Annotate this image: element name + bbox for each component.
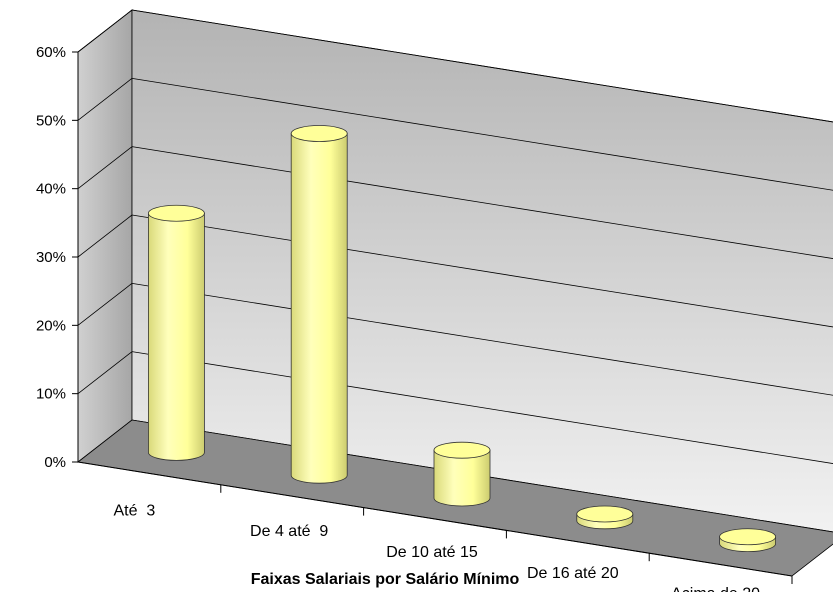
x-tick-label: De 16 até 20 [527, 565, 619, 582]
bar-body [433, 449, 491, 507]
gridline-side [77, 283, 133, 326]
bar [290, 125, 348, 484]
gridline-side [77, 9, 133, 53]
x-tick-label: De 4 até 9 [250, 523, 328, 540]
y-tick-label: 20% [36, 317, 66, 334]
bar [576, 505, 634, 530]
gridline-back [131, 351, 833, 464]
bar-top [290, 125, 348, 142]
gridline-side [77, 214, 133, 258]
y-tick-label: 0% [44, 454, 66, 471]
bar-top [719, 528, 776, 546]
gridline-side [77, 351, 133, 394]
bar [433, 441, 491, 507]
bar [719, 528, 776, 552]
gridline-back [131, 146, 833, 259]
gridline-back [131, 214, 833, 328]
x-tick-label: Até 3 [113, 502, 155, 519]
bars [147, 125, 776, 552]
bar-body [148, 212, 205, 461]
y-tick-label: 40% [36, 181, 66, 198]
gridlines [77, 9, 833, 464]
y-tick-label: 10% [36, 386, 66, 403]
bar-top [576, 505, 634, 523]
bar [147, 204, 205, 461]
labels: 0% 10% 20% 30% 40% 50% 60% Até 3 De 4 até 9 De 10… [36, 44, 760, 597]
x-axis [77, 461, 793, 577]
gridline-side [77, 78, 133, 121]
axes [72, 51, 793, 584]
bar-top [147, 204, 205, 222]
gridline-back [131, 9, 833, 123]
x-tick-label: Acima de 20 [671, 586, 760, 592]
gridline-back [131, 282, 833, 396]
gridline-back [131, 77, 833, 191]
y-tick-label: 60% [36, 44, 66, 61]
x-tick-label: De 10 até 15 [386, 544, 478, 561]
y-tick-label: 50% [36, 112, 66, 129]
bar-body [290, 133, 348, 484]
y-tick-label: 30% [36, 249, 66, 266]
x-axis-title: Faixas Salariais por Salário Mínimo [251, 571, 520, 588]
bar-top [433, 441, 491, 459]
gridline-side [77, 146, 133, 189]
